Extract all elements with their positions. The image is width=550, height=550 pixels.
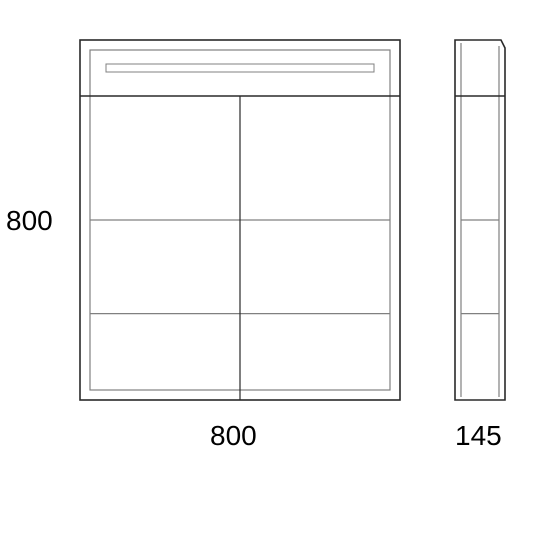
dim-label-height: 800 <box>6 205 53 237</box>
drawing-svg <box>0 0 550 550</box>
dim-label-width-side: 145 <box>455 420 502 452</box>
dim-label-width-front: 800 <box>210 420 257 452</box>
front-light-slot <box>106 64 374 72</box>
technical-drawing-canvas: 800 800 145 <box>0 0 550 550</box>
